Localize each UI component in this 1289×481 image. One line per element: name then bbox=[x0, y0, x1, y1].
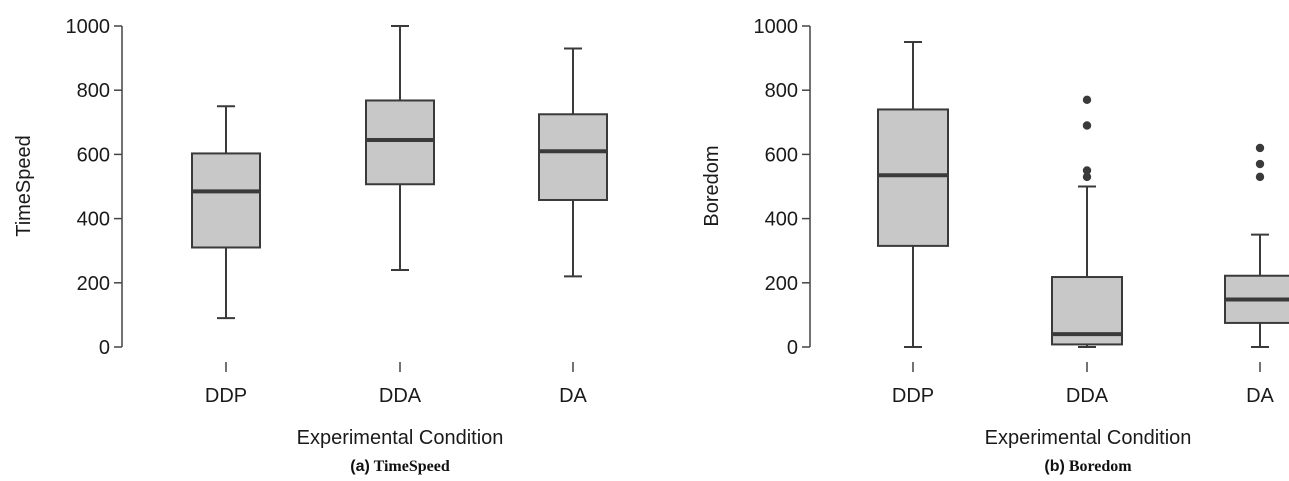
caption-title: TimeSpeed bbox=[374, 458, 450, 475]
caption-label: (b) bbox=[1044, 458, 1064, 475]
y-axis-label: Boredom bbox=[701, 145, 723, 226]
x-tick-label: DDP bbox=[205, 385, 247, 407]
outlier-point bbox=[1082, 172, 1092, 182]
x-tick-label: DDA bbox=[1066, 385, 1109, 407]
caption-label: (a) bbox=[350, 458, 370, 475]
box-da bbox=[538, 47, 608, 278]
figure-caption: (b) Boredom bbox=[1044, 458, 1132, 475]
y-tick-label: 800 bbox=[77, 80, 110, 102]
y-tick-label: 1000 bbox=[66, 16, 111, 38]
x-axis-label: Experimental Condition bbox=[985, 427, 1192, 449]
y-axis-label: TimeSpeed bbox=[13, 135, 35, 237]
figure-caption: (a) TimeSpeed bbox=[350, 458, 450, 475]
outlier-point bbox=[1255, 172, 1265, 182]
box-ddp bbox=[191, 105, 261, 320]
y-tick-label: 600 bbox=[77, 144, 110, 166]
x-tick-label: DA bbox=[559, 385, 587, 407]
y-tick-label: 0 bbox=[787, 337, 798, 359]
y-tick-label: 200 bbox=[77, 273, 110, 295]
x-axis-label: Experimental Condition bbox=[297, 427, 504, 449]
chart-panel-a: 0 200 400 600 800 1000 TimeSpeed DDP DDA DA Experi… bbox=[13, 16, 608, 475]
outlier-point bbox=[1255, 159, 1265, 169]
box-dda bbox=[365, 25, 435, 271]
box-body bbox=[538, 113, 608, 201]
x-tick-label: DA bbox=[1246, 385, 1274, 407]
box-da bbox=[1224, 143, 1289, 348]
x-tick-label: DDP bbox=[892, 385, 934, 407]
y-tick-label: 1000 bbox=[754, 16, 799, 38]
box-body bbox=[365, 99, 435, 186]
y-tick-label: 800 bbox=[765, 80, 798, 102]
outlier-point bbox=[1082, 121, 1092, 130]
y-tick-label: 200 bbox=[765, 273, 798, 295]
box-body bbox=[877, 108, 949, 247]
outlier-point bbox=[1082, 166, 1092, 175]
y-tick-label: 400 bbox=[765, 209, 798, 231]
box-ddp bbox=[877, 41, 949, 348]
outlier-point bbox=[1082, 95, 1092, 105]
box-dda bbox=[1051, 95, 1123, 348]
y-tick-label: 0 bbox=[99, 337, 110, 359]
y-tick-label: 600 bbox=[765, 144, 798, 166]
outlier-point bbox=[1255, 143, 1265, 153]
box-body bbox=[191, 152, 261, 249]
chart-panel-b: 0 200 400 600 800 1000 Boredom DDP DDA DA Experime… bbox=[701, 16, 1289, 475]
caption-title: Boredom bbox=[1069, 458, 1132, 475]
x-tick-label: DDA bbox=[379, 385, 422, 407]
y-tick-label: 400 bbox=[77, 209, 110, 231]
